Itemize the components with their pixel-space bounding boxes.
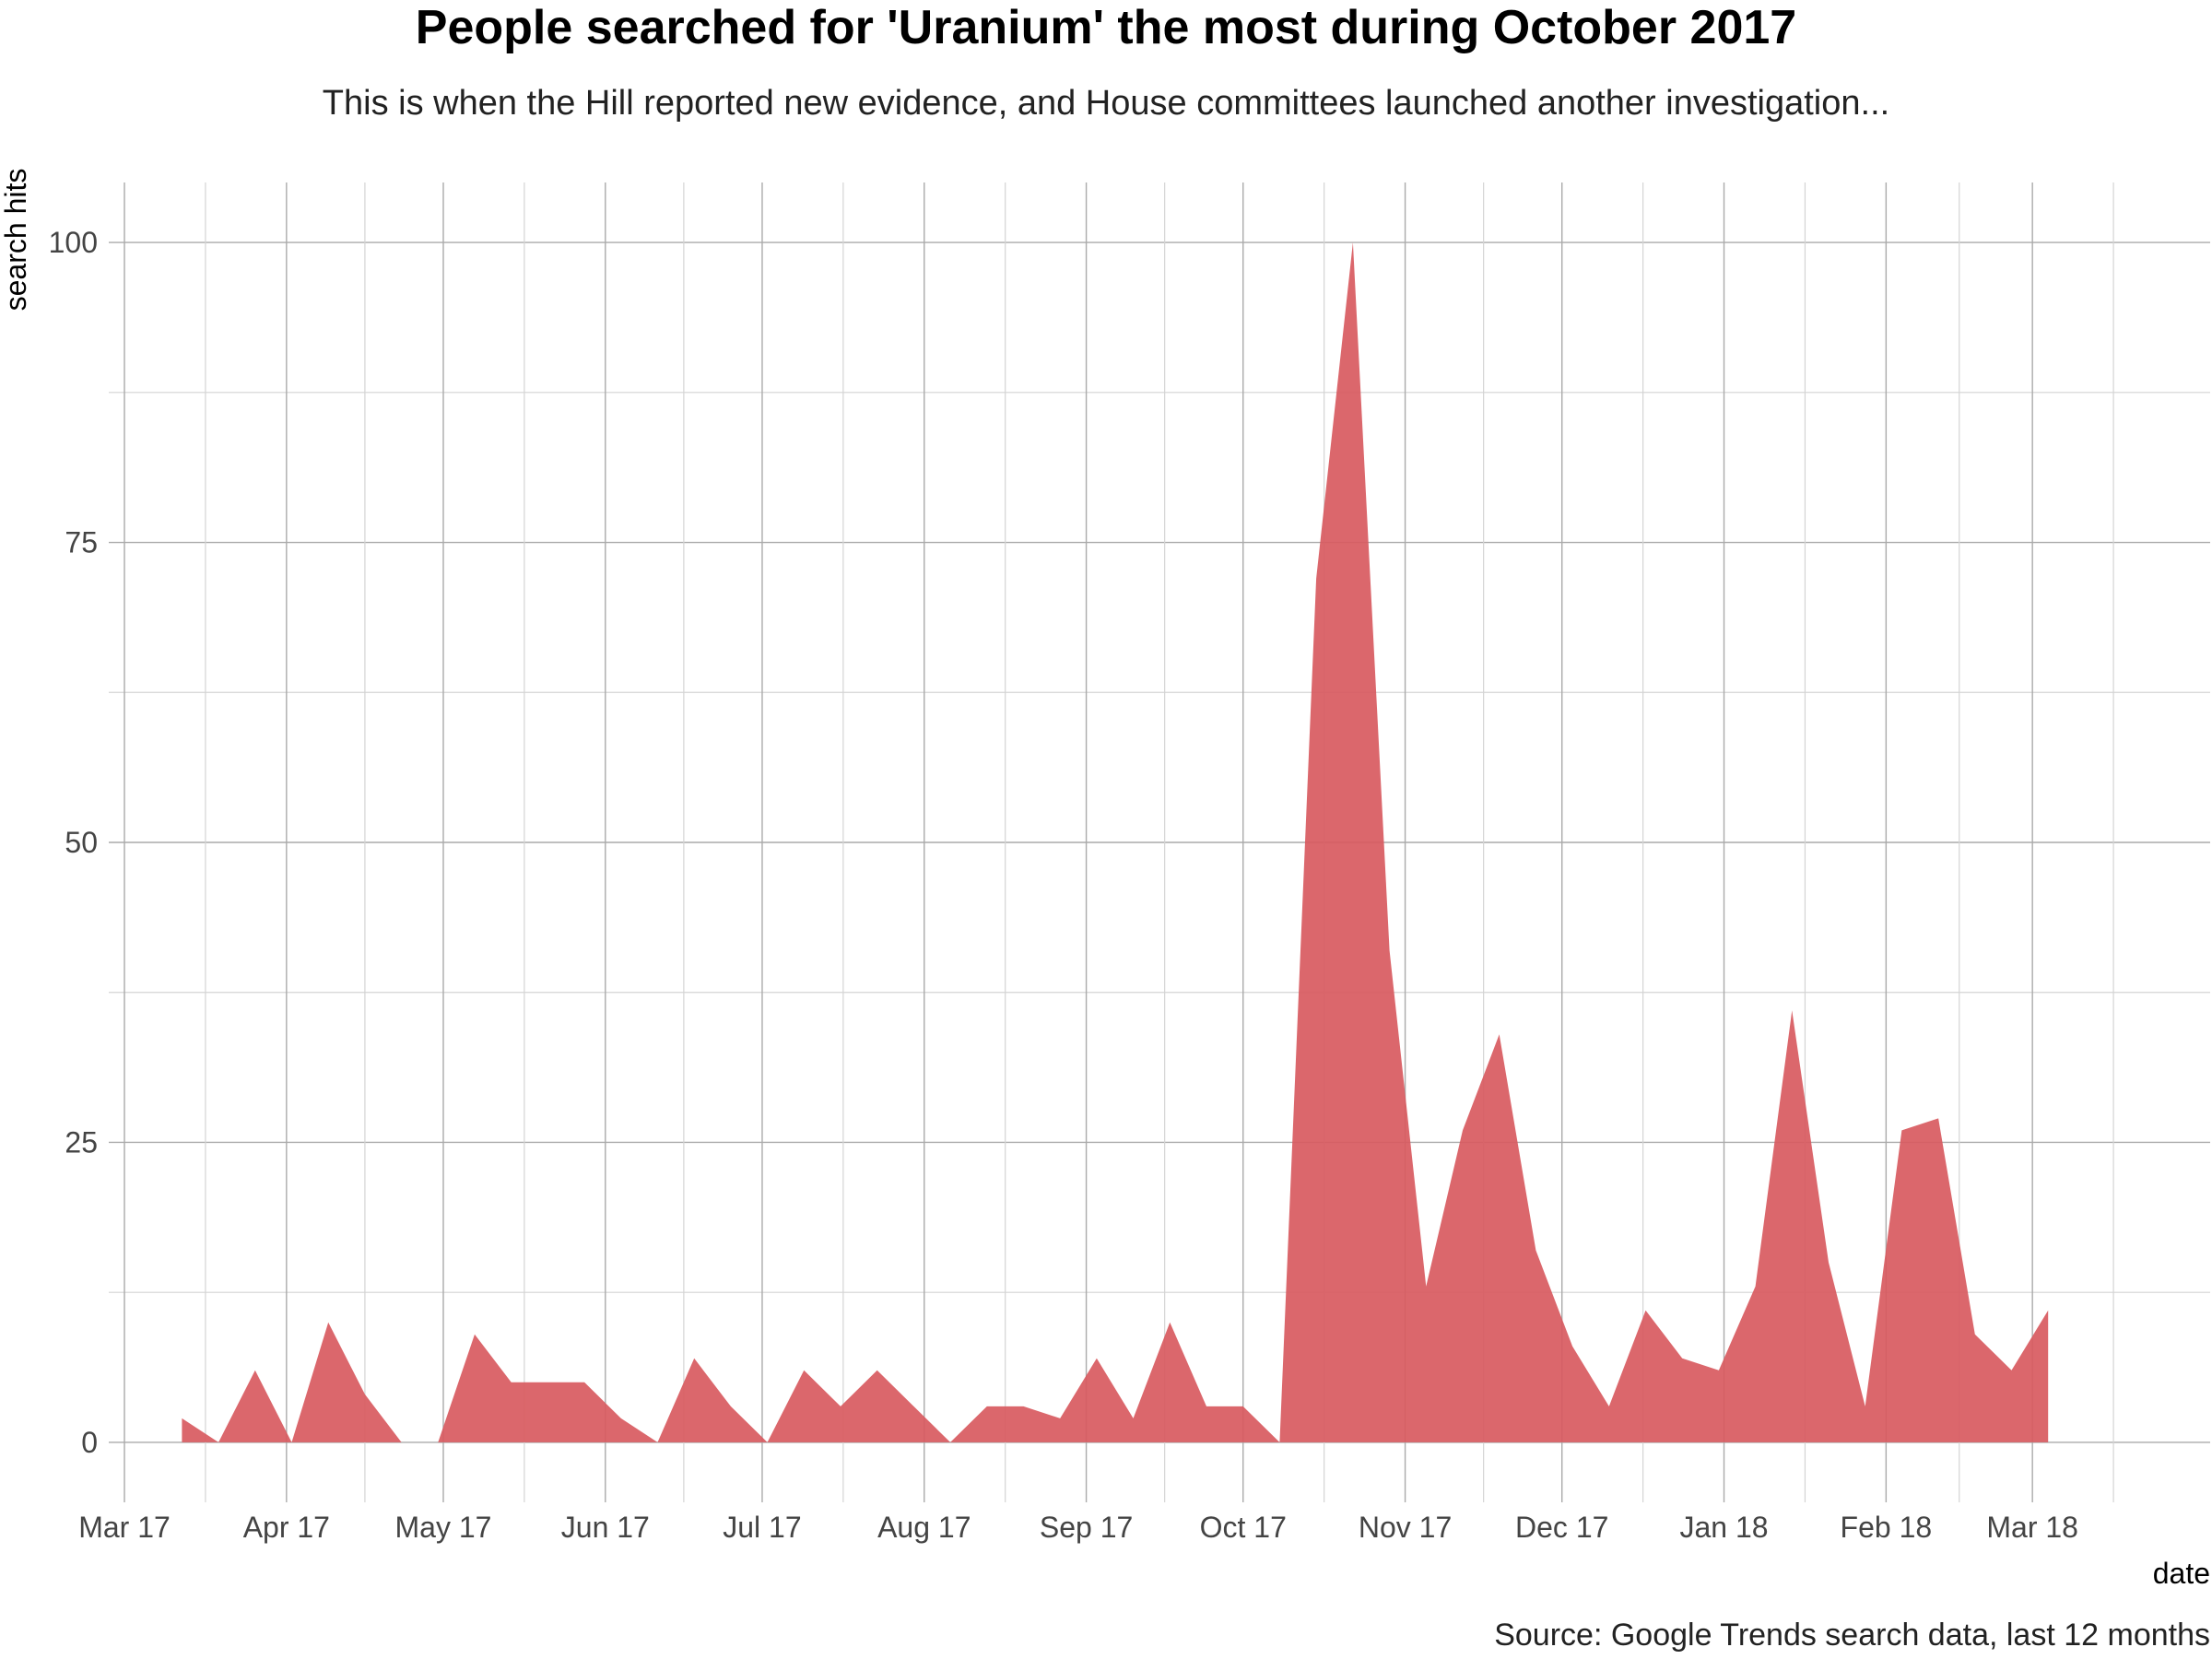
- x-tick-label: Oct 17: [1200, 1511, 1287, 1544]
- x-tick-label: Sep 17: [1040, 1511, 1133, 1544]
- x-tick-label: Mar 18: [1986, 1511, 2078, 1544]
- x-axis-title: date: [2153, 1557, 2210, 1590]
- x-tick-label: Dec 17: [1515, 1511, 1608, 1544]
- x-tick-label: Nov 17: [1359, 1511, 1452, 1544]
- x-tick-label: Aug 17: [877, 1511, 971, 1544]
- chart-subtitle: This is when the Hill reported new evide…: [322, 84, 1890, 123]
- chart-caption: Source: Google Trends search data, last …: [1494, 1618, 2210, 1653]
- x-tick-label: May 17: [395, 1511, 492, 1544]
- y-axis: 0 25 50 75 100: [49, 226, 98, 1459]
- y-tick-label: 75: [65, 526, 98, 559]
- x-tick-label: Mar 17: [78, 1511, 171, 1544]
- y-tick-label: 100: [49, 226, 98, 259]
- y-tick-label: 25: [65, 1125, 98, 1159]
- x-tick-label: Jun 17: [561, 1511, 650, 1544]
- y-axis-title: search hits: [0, 169, 32, 312]
- x-tick-label: Feb 18: [1841, 1511, 1933, 1544]
- chart-title: People searched for 'Uranium' the most d…: [415, 1, 1797, 54]
- y-tick-label: 0: [81, 1426, 98, 1459]
- x-tick-label: Jan 18: [1679, 1511, 1768, 1544]
- x-tick-label: Jul 17: [723, 1511, 801, 1544]
- y-tick-label: 50: [65, 826, 98, 859]
- x-axis: Mar 17 Apr 17 May 17 Jun 17 Jul 17 Aug 17 Sep …: [78, 1511, 2078, 1544]
- x-tick-label: Apr 17: [243, 1511, 330, 1544]
